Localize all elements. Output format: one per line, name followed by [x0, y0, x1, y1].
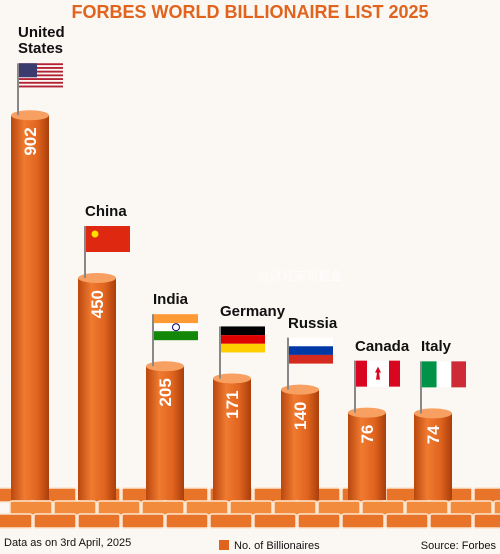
legend-swatch [219, 540, 229, 550]
flag-part [289, 337, 333, 347]
money-bundle [273, 500, 317, 516]
money-bundle [493, 500, 500, 516]
money-bundle [361, 500, 405, 516]
chart-title: FORBES WORLD BILLIONAIRE LIST 2025 [71, 2, 428, 22]
flag-part [19, 81, 63, 84]
flag-part [356, 360, 367, 387]
flag-part [19, 63, 37, 78]
bar-top [348, 407, 386, 418]
money-bundle [97, 500, 141, 516]
flag-part [19, 70, 63, 73]
money-bundle [121, 513, 165, 529]
money-bundle [449, 500, 493, 516]
money-bundle [341, 513, 385, 529]
bar-top [213, 373, 251, 384]
flag [422, 361, 466, 388]
flag [86, 226, 130, 252]
bar [281, 389, 319, 500]
money-bundle [209, 513, 253, 529]
flag-part [375, 366, 381, 380]
money-bundle [253, 513, 297, 529]
category-label: Germany [220, 303, 286, 321]
flag-part [422, 361, 437, 388]
flag-part [91, 230, 99, 238]
money-bundle [9, 500, 53, 516]
flag-part [221, 335, 265, 344]
flag-part [86, 226, 130, 252]
source: Source: Forbes [421, 540, 497, 552]
value-label: 140 [291, 402, 310, 430]
watermark: @财经家哥掘金 [258, 268, 342, 283]
flag-part [19, 66, 63, 69]
value-label: 171 [223, 390, 242, 418]
money-bundle [33, 513, 77, 529]
flag-part [436, 361, 452, 388]
money-bundle [405, 500, 449, 516]
bar-top [11, 110, 49, 121]
bar-top [146, 361, 184, 372]
flag-part [19, 85, 63, 88]
value-label: 74 [424, 425, 443, 444]
flag [19, 63, 63, 88]
bar [213, 378, 251, 500]
flag-part [154, 323, 198, 332]
bar [414, 413, 452, 500]
footnote: Data as on 3rd April, 2025 [4, 537, 131, 549]
flag-part [289, 346, 333, 355]
bar [78, 278, 116, 500]
category-label: United States [18, 24, 65, 58]
flag-part [154, 314, 198, 324]
category-label: Italy [421, 338, 452, 356]
money-bundle [473, 513, 500, 529]
money-bundle [77, 513, 121, 529]
flag-part [221, 343, 265, 353]
value-label: 205 [156, 378, 175, 406]
money-bundle [429, 513, 473, 529]
flag-part [154, 331, 198, 341]
bar-top [78, 273, 116, 283]
category-label: Canada [355, 337, 410, 355]
category-label: China [85, 203, 127, 220]
category-label: Russia [288, 314, 338, 332]
flag-part [19, 78, 63, 80]
bar-top [281, 384, 319, 395]
value-label: 450 [88, 290, 107, 318]
money-bundle [165, 513, 209, 529]
money-bundle [229, 500, 273, 516]
money-bundle [185, 500, 229, 516]
flag-part [451, 361, 466, 388]
money-bundle [141, 500, 185, 516]
money-bundle [0, 513, 33, 529]
money-bundle [53, 500, 97, 516]
money-bundle [385, 513, 429, 529]
value-label: 902 [21, 127, 40, 155]
bar [146, 366, 184, 500]
flag-part [172, 323, 180, 332]
flag-part [19, 74, 63, 77]
bar [348, 412, 386, 500]
flag [221, 326, 265, 353]
flag-part [289, 354, 333, 364]
money-bundle [297, 513, 341, 529]
flag-part [389, 360, 400, 387]
flag-part [221, 326, 265, 336]
bar-top [414, 408, 452, 419]
money-bundle [473, 487, 500, 503]
flag [356, 360, 400, 387]
bar [11, 115, 49, 500]
value-label: 76 [358, 425, 377, 444]
category-label: India [153, 291, 189, 309]
legend-label: No. of Billionaires [234, 540, 320, 552]
flag-part [19, 63, 63, 66]
flag [289, 337, 333, 364]
flag [154, 314, 198, 341]
money-bundle [317, 500, 361, 516]
